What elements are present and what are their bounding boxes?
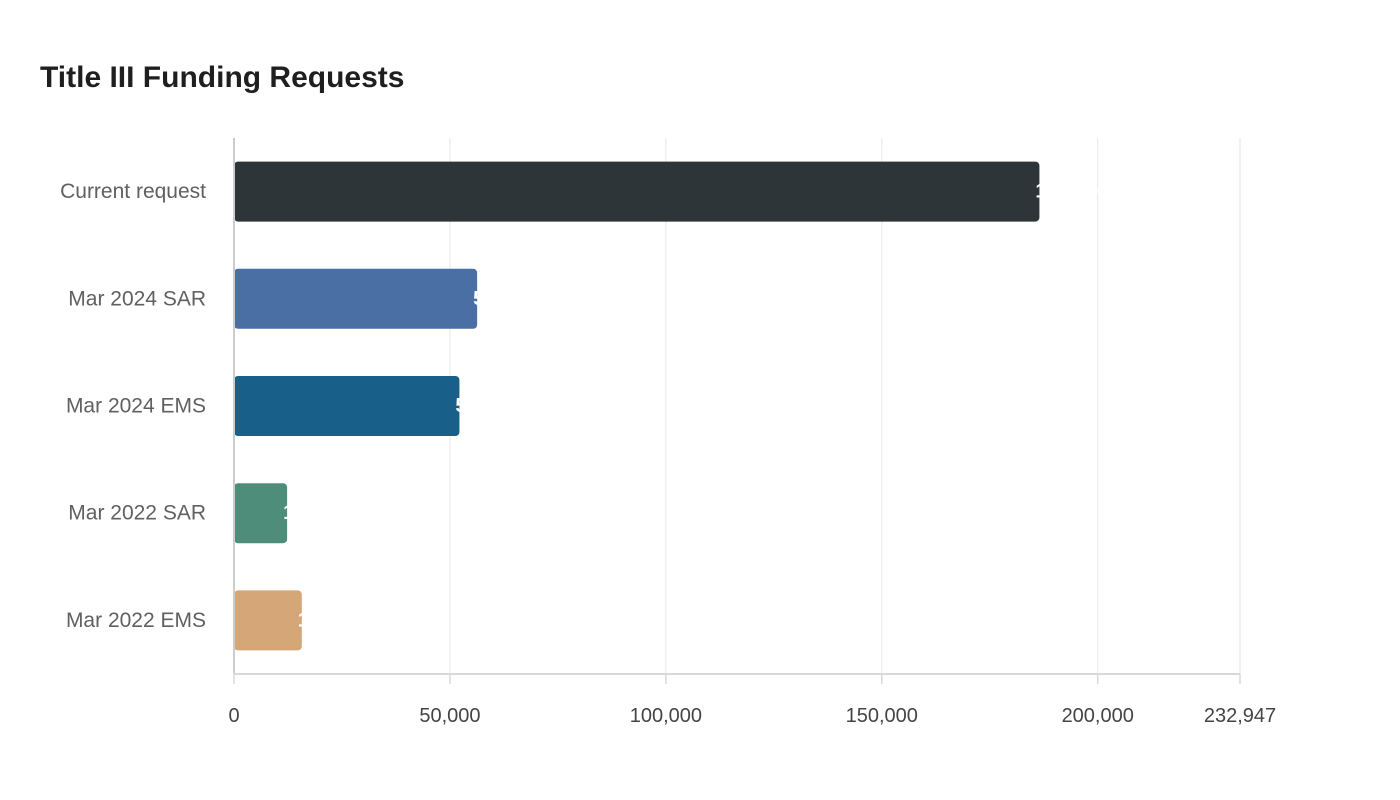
category-label: Mar 2024 SAR (68, 287, 206, 310)
bar (234, 590, 302, 651)
data-label: 52,200 (455, 395, 516, 417)
data-label: 12,300 (283, 502, 344, 524)
category-label: Mar 2022 EMS (66, 609, 206, 632)
x-tick-label: 100,000 (630, 705, 702, 727)
x-tick-label: 200,000 (1062, 705, 1134, 727)
bar (234, 376, 460, 436)
x-tick-label: 232,947 (1204, 705, 1276, 727)
category-label: Mar 2022 SAR (68, 502, 206, 525)
bar (234, 161, 1040, 222)
data-label: 56,300 (473, 288, 534, 310)
bar (234, 268, 478, 329)
chart-title: Title III Funding Requests (40, 61, 405, 94)
x-tick-label: 50,000 (419, 705, 480, 727)
x-tick-label: 0 (228, 705, 239, 727)
x-tick-label: 150,000 (846, 705, 918, 727)
data-label: 15,700 (298, 609, 359, 631)
category-label: Current request (60, 180, 206, 203)
data-label: 186,500 (1035, 181, 1107, 203)
category-label: Mar 2024 EMS (66, 395, 206, 418)
bar (234, 483, 288, 544)
